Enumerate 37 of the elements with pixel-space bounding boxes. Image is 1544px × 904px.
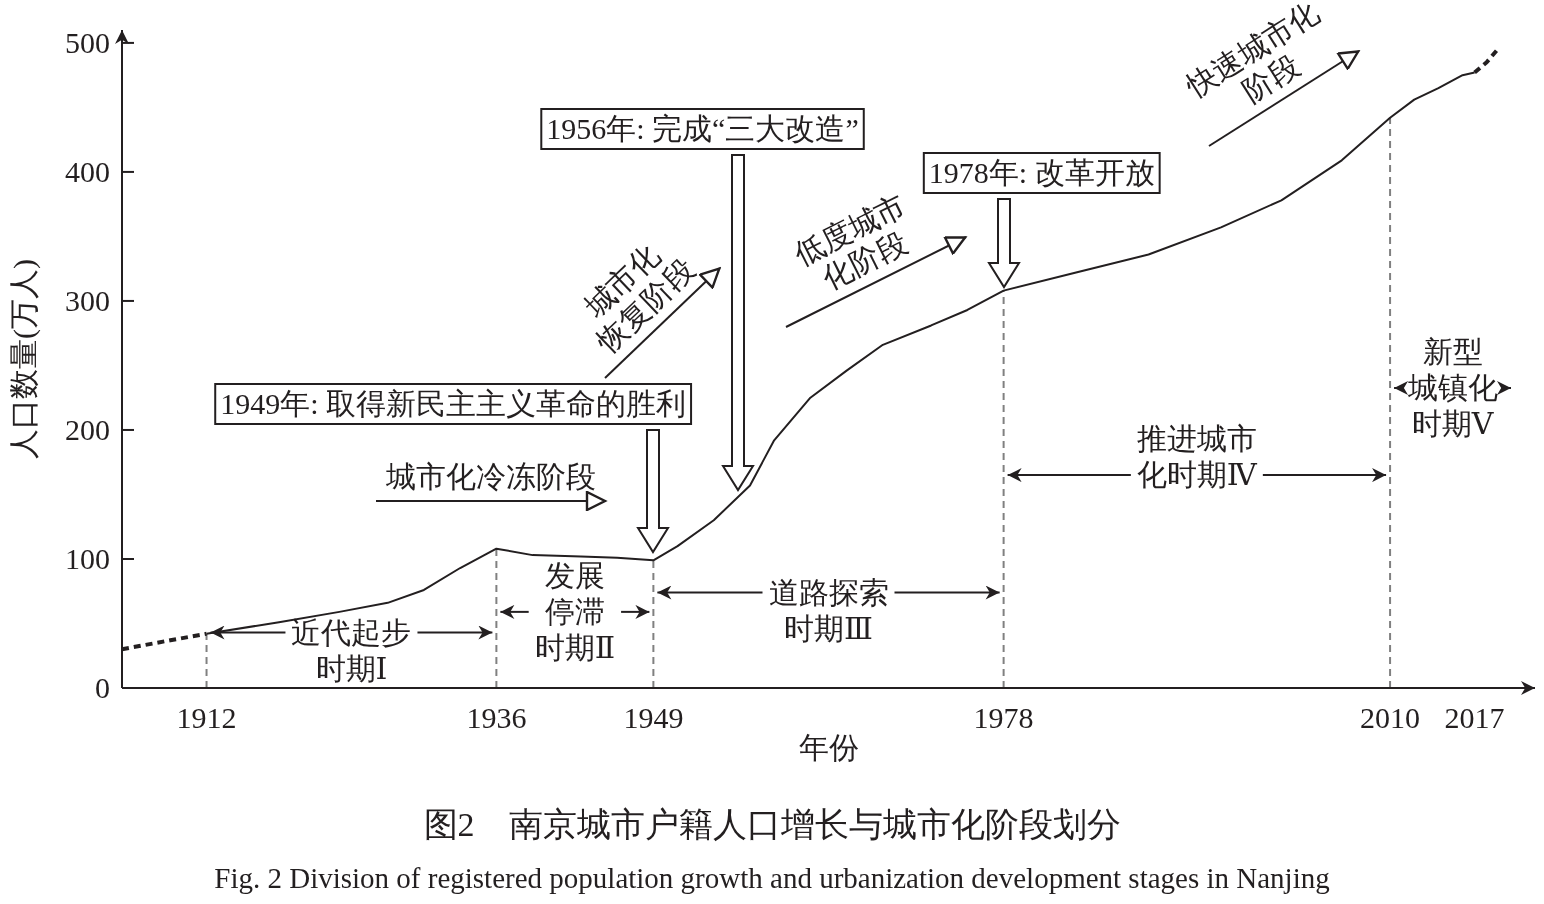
- x-tick-label: 1912: [176, 701, 237, 734]
- x-tick-label: 2010: [1360, 701, 1421, 734]
- annotation: 近代起步时期Ⅰ: [291, 615, 412, 685]
- annotation: 道路探索时期Ⅲ: [768, 575, 889, 645]
- annotation: 1978年: 改革开放: [922, 152, 1161, 289]
- y-tick-label: 100: [65, 542, 110, 575]
- annotation: 新型城镇化时期Ⅴ: [1393, 335, 1512, 440]
- subtitle: Fig. 2 Division of registered population growth and urbanization development stages in Nanjing: [214, 862, 1330, 894]
- y-tick-label: 500: [65, 25, 110, 59]
- annotation: 发展停滞时期Ⅱ: [499, 558, 651, 664]
- x-tick-label: 1978: [973, 701, 1034, 734]
- y-tick-label: 0: [95, 671, 110, 704]
- annotation: 低度城市化阶段: [788, 188, 913, 295]
- annotation: 推进城市化时期Ⅳ: [1136, 422, 1258, 492]
- annotation: 快速城市化阶段: [1180, 0, 1360, 147]
- x-tick-label: 1949: [623, 701, 684, 734]
- annotation: 道路探索时期Ⅲ: [656, 575, 1001, 645]
- annotation: 快速城市化阶段: [1179, 0, 1325, 108]
- y-axis-title: 人口数量(万人): [7, 259, 40, 459]
- x-tick-label: 1936: [466, 701, 527, 734]
- x-tick-label: 2017: [1444, 701, 1505, 734]
- annotation: 城市化恢复阶段: [577, 237, 701, 360]
- y-tick-label: 300: [65, 283, 110, 317]
- annotation: 发展停滞时期Ⅱ: [534, 558, 616, 664]
- annotation: 城市化冷冻阶段: [375, 460, 607, 512]
- annotation: 1978年: 改革开放: [928, 156, 1155, 189]
- annotation: 城市化冷冻阶段: [385, 460, 596, 493]
- y-tick-label: 200: [65, 412, 110, 446]
- title: 图2 南京城市户籍人口增长与城市化阶段划分: [423, 806, 1121, 843]
- annotation: 新型城镇化时期Ⅴ: [1406, 335, 1498, 440]
- y-tick-label: 400: [65, 154, 110, 188]
- annotation: 1949年: 取得新民主主义革命的胜利: [220, 387, 687, 420]
- x-axis-title: 年份: [798, 731, 859, 764]
- annotation: 近代起步时期Ⅰ: [209, 615, 494, 685]
- annotation: 城市化恢复阶段: [578, 237, 721, 379]
- annotation: 推进城市化时期Ⅳ: [1006, 422, 1388, 492]
- annotation: 1956年: 完成“三大改造”: [546, 112, 859, 145]
